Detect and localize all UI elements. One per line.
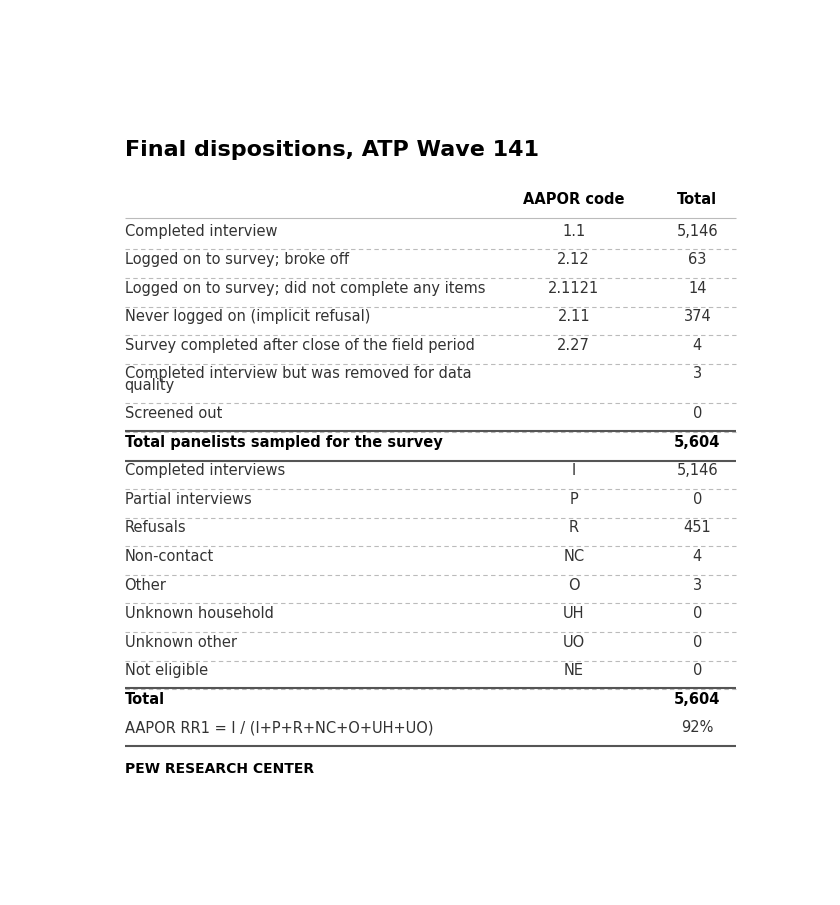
Text: O: O xyxy=(568,577,580,593)
Text: Final dispositions, ATP Wave 141: Final dispositions, ATP Wave 141 xyxy=(124,140,538,160)
Text: Non-contact: Non-contact xyxy=(124,549,213,564)
Text: 3: 3 xyxy=(693,577,702,593)
Text: 0: 0 xyxy=(693,406,702,421)
Text: 92%: 92% xyxy=(681,720,714,736)
Text: Survey completed after close of the field period: Survey completed after close of the fiel… xyxy=(124,338,475,353)
Text: quality: quality xyxy=(124,377,175,393)
Text: NE: NE xyxy=(564,663,584,678)
Text: 3: 3 xyxy=(693,367,702,381)
Text: Unknown other: Unknown other xyxy=(124,634,237,650)
Text: 5,146: 5,146 xyxy=(676,224,718,239)
Text: 2.11: 2.11 xyxy=(558,310,590,324)
Text: Never logged on (implicit refusal): Never logged on (implicit refusal) xyxy=(124,310,370,324)
Text: 2.1121: 2.1121 xyxy=(548,281,600,296)
Text: Logged on to survey; broke off: Logged on to survey; broke off xyxy=(124,252,349,267)
Text: AAPOR RR1 = I / (I+P+R+NC+O+UH+UO): AAPOR RR1 = I / (I+P+R+NC+O+UH+UO) xyxy=(124,720,433,736)
Text: Completed interviews: Completed interviews xyxy=(124,463,285,479)
Text: 2.12: 2.12 xyxy=(558,252,590,267)
Text: Logged on to survey; did not complete any items: Logged on to survey; did not complete an… xyxy=(124,281,485,296)
Text: UO: UO xyxy=(563,634,585,650)
Text: 63: 63 xyxy=(688,252,706,267)
Text: Partial interviews: Partial interviews xyxy=(124,492,251,507)
Text: Other: Other xyxy=(124,577,166,593)
Text: 0: 0 xyxy=(693,634,702,650)
Text: I: I xyxy=(571,463,576,479)
Text: 4: 4 xyxy=(693,338,702,353)
Text: 0: 0 xyxy=(693,492,702,507)
Text: 5,604: 5,604 xyxy=(675,691,721,707)
Text: R: R xyxy=(569,520,579,536)
Text: 5,146: 5,146 xyxy=(676,463,718,479)
Text: Total panelists sampled for the survey: Total panelists sampled for the survey xyxy=(124,434,443,450)
Text: 1.1: 1.1 xyxy=(562,224,585,239)
Text: PEW RESEARCH CENTER: PEW RESEARCH CENTER xyxy=(124,761,313,776)
Text: Total: Total xyxy=(124,691,165,707)
Text: 5,604: 5,604 xyxy=(675,434,721,450)
Text: Completed interview: Completed interview xyxy=(124,224,277,239)
Text: 451: 451 xyxy=(684,520,711,536)
Text: 0: 0 xyxy=(693,663,702,678)
Text: 2.27: 2.27 xyxy=(557,338,591,353)
Text: Unknown household: Unknown household xyxy=(124,606,273,621)
Text: 14: 14 xyxy=(688,281,706,296)
Text: Refusals: Refusals xyxy=(124,520,186,536)
Text: P: P xyxy=(570,492,578,507)
Text: 4: 4 xyxy=(693,549,702,564)
Text: Screened out: Screened out xyxy=(124,406,222,421)
Text: NC: NC xyxy=(563,549,585,564)
Text: 374: 374 xyxy=(684,310,711,324)
Text: Total: Total xyxy=(677,192,717,207)
Text: Completed interview but was removed for data: Completed interview but was removed for … xyxy=(124,367,471,381)
Text: UH: UH xyxy=(563,606,585,621)
Text: Not eligible: Not eligible xyxy=(124,663,207,678)
Text: 0: 0 xyxy=(693,606,702,621)
Text: AAPOR code: AAPOR code xyxy=(523,192,624,207)
